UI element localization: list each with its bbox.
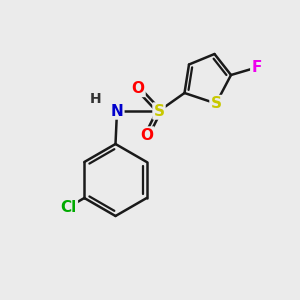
Text: O: O	[131, 81, 145, 96]
Text: F: F	[251, 60, 262, 75]
Text: S: S	[154, 103, 164, 118]
Text: O: O	[140, 128, 154, 142]
Text: N: N	[111, 103, 123, 118]
Text: H: H	[90, 92, 102, 106]
Text: S: S	[211, 96, 221, 111]
Text: Cl: Cl	[61, 200, 77, 214]
